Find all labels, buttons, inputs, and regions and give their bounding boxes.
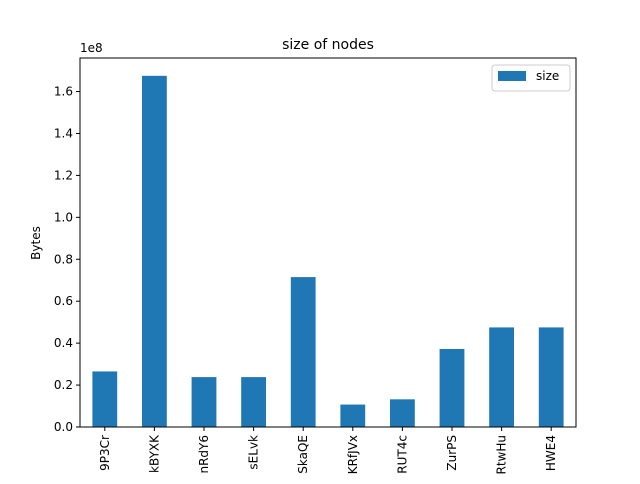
legend: size: [491, 64, 571, 92]
bar-KRfJVx: [340, 404, 366, 427]
y-tick-label: 1.6: [54, 85, 73, 99]
y-tick-label: 1.4: [54, 126, 73, 140]
x-tick-label: RUT4c: [395, 435, 409, 474]
x-tick-label: sELvk: [247, 435, 261, 470]
y-offset-label: 1e8: [80, 41, 103, 55]
y-axis-label: Bytes: [29, 226, 43, 260]
x-tick-label: nRdY6: [197, 435, 211, 474]
bar-ZurPS: [439, 349, 465, 427]
legend-label: size: [536, 69, 559, 83]
y-axis: 0.0 0.2 0.4 0.6 0.8 1.0 1.2 1.4 1.6: [54, 85, 80, 434]
legend-swatch: [498, 71, 526, 81]
bar-9P3Cr: [92, 371, 118, 427]
x-tick-label: RtwHu: [495, 435, 509, 475]
y-tick-label: 0.4: [54, 336, 73, 350]
x-tick-label: SkaQE: [296, 435, 310, 474]
bar-nRdY6: [191, 377, 217, 427]
x-tick-label: ZurPS: [445, 435, 459, 471]
bar-RUT4c: [390, 399, 415, 427]
y-tick-label: 0.6: [54, 294, 73, 308]
chart-title: size of nodes: [282, 37, 374, 53]
bar-SkaQE: [290, 277, 316, 427]
plot-frame: [79, 57, 577, 428]
y-tick-label: 0.0: [54, 420, 73, 434]
x-tick-label: 9P3Cr: [98, 435, 112, 471]
x-tick-label: HWE4: [544, 435, 558, 471]
y-tick-label: 1.0: [54, 210, 73, 224]
bar-HWE4: [538, 327, 564, 427]
x-axis: 9P3Cr kBYXK nRdY6 sELvk SkaQE KRfJVx RUT4c ZurP…: [98, 427, 558, 475]
y-tick-label: 1.2: [54, 168, 73, 182]
x-tick-label: kBYXK: [147, 434, 161, 473]
bars-group: [92, 75, 564, 428]
bar-RtwHu: [489, 327, 514, 427]
x-tick-label: KRfJVx: [346, 435, 360, 474]
bar-sELvk: [241, 377, 266, 427]
bar-kBYXK: [142, 75, 167, 428]
y-tick-label: 0.8: [54, 252, 73, 266]
y-tick-label: 0.2: [54, 378, 73, 392]
